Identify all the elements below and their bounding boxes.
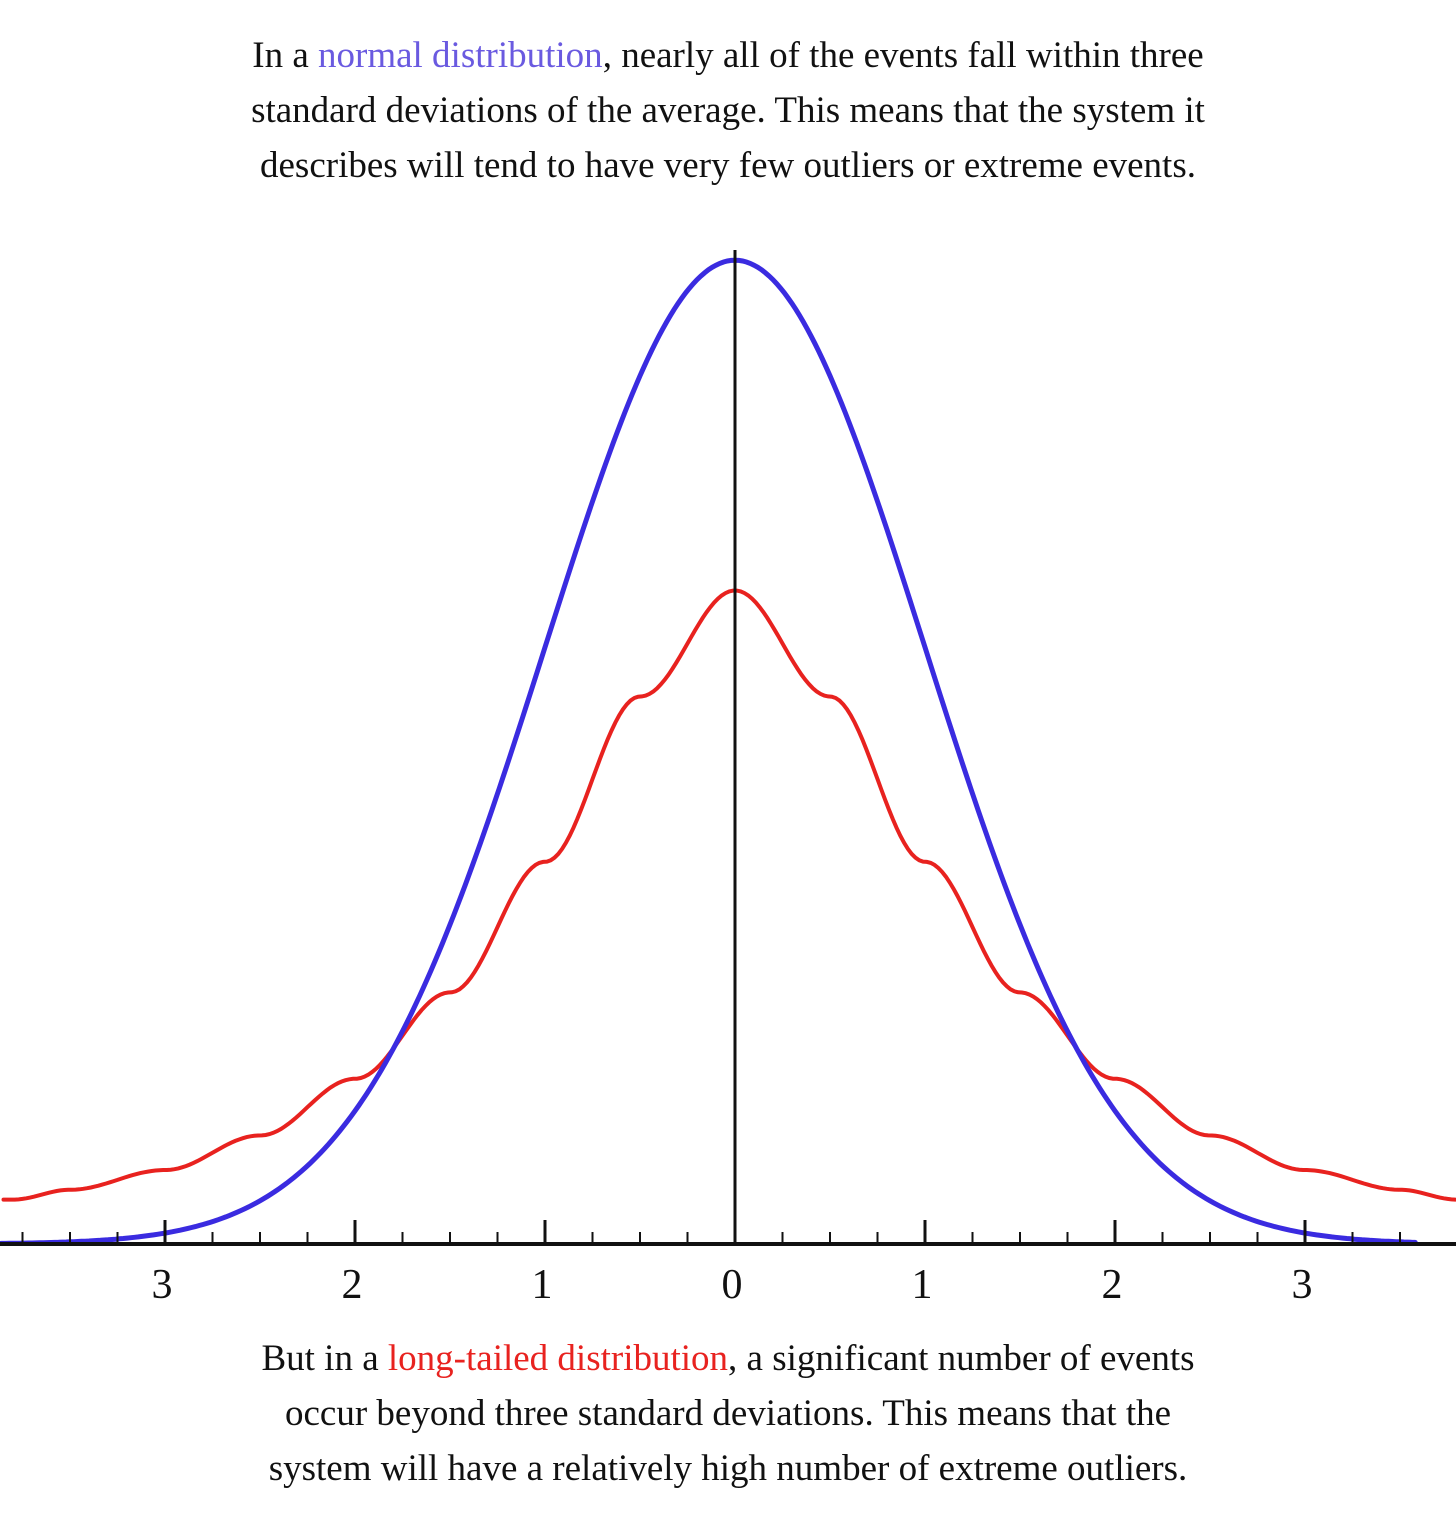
caption-top: In a normal distribution, nearly all of … [0,28,1456,193]
x-tick-label: 1 [912,1262,933,1308]
normal-distribution-highlight: normal distribution [318,35,603,76]
x-tick-label: 3 [152,1262,173,1308]
long-tailed-distribution-highlight: long-tailed distribution [387,1338,729,1379]
caption-bottom-line-3: system will have a relatively high numbe… [268,1448,1188,1489]
x-tick-label: 0 [722,1262,743,1308]
distribution-chart: 3 2 1 0 1 2 3 [0,250,1456,1308]
x-tick-label: 2 [342,1262,363,1308]
caption-bottom-line-2: occur beyond three standard deviations. … [284,1393,1172,1434]
caption-top-line-2: standard deviations of the average. This… [251,90,1205,131]
caption-bottom-line-1-pre: But in a [261,1338,388,1379]
long-tailed-curve [1,588,1456,1202]
caption-bottom-line-1: But in a long-tailed distribution, a sig… [0,1331,1456,1386]
x-tick-label: 1 [532,1262,553,1308]
x-tick-label: 2 [1102,1262,1123,1308]
caption-top-line-3: describes will tend to have very few out… [260,145,1196,186]
x-tick-label: 3 [1292,1262,1313,1308]
caption-bottom-line-1-post: , a significant number of events [728,1338,1195,1379]
caption-top-line-1: In a normal distribution, nearly all of … [0,28,1456,83]
caption-bottom: But in a long-tailed distribution, a sig… [0,1331,1456,1496]
caption-top-line-1-post: , nearly all of the events fall within t… [602,35,1204,76]
normal-curve [0,257,1418,1246]
caption-top-line-1-pre: In a [252,35,318,76]
